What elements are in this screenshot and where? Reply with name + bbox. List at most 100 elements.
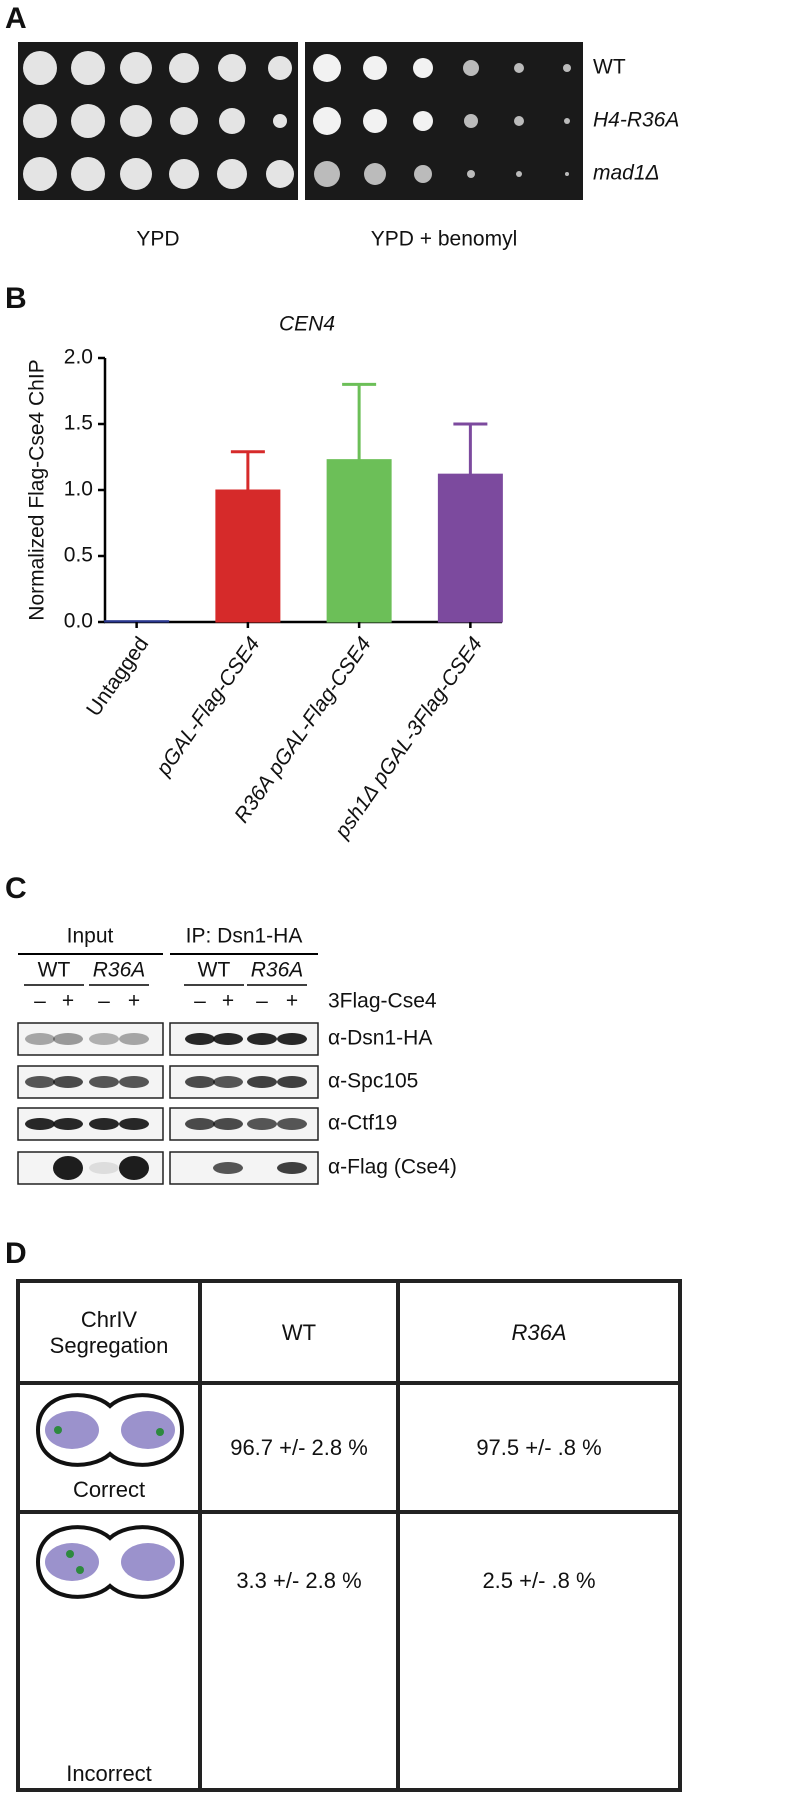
sign-label: + bbox=[222, 990, 234, 1013]
tag-label: 3Flag-Cse4 bbox=[328, 990, 437, 1013]
table-header: WT bbox=[281, 1320, 317, 1345]
chromosome-dot bbox=[156, 1428, 164, 1436]
table-cell: 96.7 +/- 2.8 % bbox=[230, 1434, 368, 1460]
strain-label: WT bbox=[593, 56, 626, 79]
band bbox=[119, 1033, 149, 1045]
colony bbox=[516, 171, 522, 177]
plate bbox=[305, 42, 583, 200]
band bbox=[213, 1162, 243, 1174]
row-label: Correct bbox=[72, 1477, 146, 1502]
blot bbox=[17, 1022, 164, 1056]
band bbox=[247, 1118, 277, 1130]
band bbox=[89, 1118, 119, 1130]
panel-label: A bbox=[5, 2, 27, 35]
table-header: ChrIV Segregation bbox=[49, 1307, 169, 1358]
colony bbox=[414, 165, 432, 183]
band bbox=[185, 1033, 215, 1045]
y-tick-label: 1.5 bbox=[64, 412, 93, 435]
colony bbox=[314, 161, 340, 187]
panel-label: B bbox=[5, 282, 27, 315]
sign-label: + bbox=[128, 990, 140, 1013]
colony bbox=[413, 58, 433, 78]
band bbox=[89, 1033, 119, 1045]
antibody-label: α-Ctf19 bbox=[328, 1112, 397, 1135]
colony bbox=[169, 53, 199, 83]
bar bbox=[104, 620, 170, 623]
chromosome-dot bbox=[76, 1566, 84, 1574]
colony bbox=[463, 60, 479, 76]
y-tick-label: 2.0 bbox=[64, 346, 93, 369]
band bbox=[185, 1118, 215, 1130]
colony bbox=[120, 52, 152, 84]
sign-label: + bbox=[286, 990, 298, 1013]
band bbox=[119, 1076, 149, 1088]
band bbox=[213, 1033, 243, 1045]
band bbox=[247, 1076, 277, 1088]
group-label: IP: Dsn1-HA bbox=[186, 925, 303, 948]
colony bbox=[313, 54, 341, 82]
colony bbox=[363, 109, 387, 133]
strain-label: WT bbox=[198, 959, 231, 982]
band bbox=[53, 1076, 83, 1088]
panel-label: C bbox=[5, 872, 27, 905]
colony bbox=[170, 107, 198, 135]
antibody-label: α-Spc105 bbox=[328, 1070, 418, 1093]
band bbox=[213, 1076, 243, 1088]
colony bbox=[217, 159, 247, 189]
group-label: Input bbox=[67, 925, 114, 948]
nucleus bbox=[45, 1543, 99, 1581]
colony bbox=[71, 104, 105, 138]
table-cell: 97.5 +/- .8 % bbox=[476, 1434, 602, 1460]
media-label: YPD bbox=[136, 228, 179, 251]
colony bbox=[514, 116, 524, 126]
colony bbox=[313, 107, 341, 135]
nucleus bbox=[121, 1411, 175, 1449]
colony bbox=[565, 172, 569, 176]
sign-label: – bbox=[256, 990, 268, 1013]
strain-label: WT bbox=[38, 959, 71, 982]
table-header: R36A bbox=[511, 1320, 567, 1345]
bar bbox=[326, 459, 392, 623]
colony bbox=[120, 158, 152, 190]
band bbox=[277, 1118, 307, 1130]
colony bbox=[564, 118, 570, 124]
y-tick-label: 0.5 bbox=[64, 544, 93, 567]
nucleus bbox=[45, 1411, 99, 1449]
colony bbox=[169, 159, 199, 189]
table-cell: 2.5 +/- .8 % bbox=[482, 1568, 596, 1593]
colony bbox=[23, 157, 57, 191]
bar bbox=[215, 489, 281, 623]
strain-label: R36A bbox=[251, 959, 304, 982]
band bbox=[277, 1033, 307, 1045]
band bbox=[89, 1162, 119, 1174]
colony bbox=[413, 111, 433, 131]
colony bbox=[364, 163, 386, 185]
row-label: Incorrect bbox=[66, 1761, 152, 1786]
sign-label: – bbox=[98, 990, 110, 1013]
y-tick-label: 0.0 bbox=[64, 610, 93, 633]
plate bbox=[18, 42, 298, 200]
band bbox=[277, 1162, 307, 1174]
strain-label: R36A bbox=[93, 959, 146, 982]
x-tick-label: pGAL-Flag-CSE4 bbox=[151, 633, 264, 781]
colony bbox=[23, 104, 57, 138]
colony bbox=[120, 105, 152, 137]
blot bbox=[169, 1151, 319, 1185]
band bbox=[119, 1156, 149, 1180]
y-axis-label: Normalized Flag-Cse4 ChIP bbox=[26, 359, 49, 620]
band bbox=[185, 1076, 215, 1088]
chart-title: CEN4 bbox=[279, 313, 335, 336]
colony bbox=[71, 51, 105, 85]
band bbox=[119, 1118, 149, 1130]
colony bbox=[464, 114, 478, 128]
colony bbox=[467, 170, 475, 178]
bar bbox=[437, 473, 503, 623]
antibody-label: α-Flag (Cse4) bbox=[328, 1156, 457, 1179]
table-cell: 3.3 +/- 2.8 % bbox=[236, 1568, 362, 1593]
chromosome-dot bbox=[66, 1550, 74, 1558]
band bbox=[25, 1118, 55, 1130]
strain-label: mad1Δ bbox=[593, 162, 660, 185]
chromosome-dot bbox=[54, 1426, 62, 1434]
sign-label: – bbox=[34, 990, 46, 1013]
band bbox=[25, 1076, 55, 1088]
